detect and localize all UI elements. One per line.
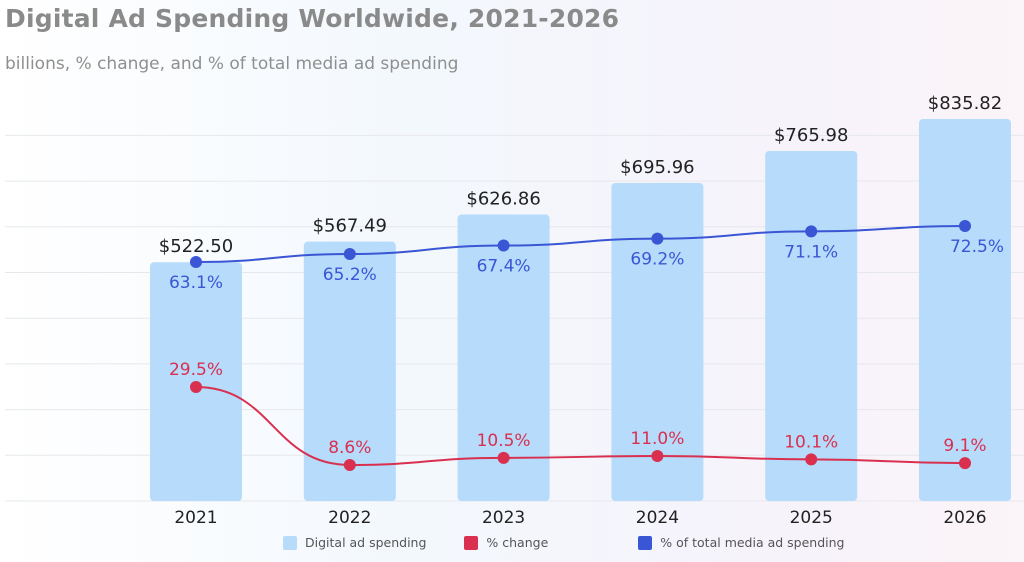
data-point (190, 256, 202, 268)
legend-label: Digital ad spending (305, 535, 427, 550)
bar (303, 241, 396, 501)
bar-label: $695.96 (620, 157, 694, 178)
data-label: 29.5% (169, 360, 223, 380)
bar (457, 214, 550, 502)
data-point (651, 450, 664, 463)
data-point (497, 239, 510, 252)
bar-label: $522.50 (159, 236, 233, 257)
legend: Digital ad spending % change % of total … (283, 535, 883, 550)
legend-label: % of total media ad spending (660, 535, 845, 550)
bar-label: $567.49 (313, 216, 387, 237)
legend-label: % change (486, 535, 549, 550)
legend-item-spending: Digital ad spending (283, 535, 426, 550)
data-label: 11.0% (630, 429, 684, 449)
data-label: 71.1% (784, 242, 838, 262)
data-point (959, 219, 971, 232)
x-tick-label: 2024 (636, 508, 679, 528)
legend-swatch (283, 535, 297, 550)
bar (765, 150, 858, 501)
data-label: 69.2% (630, 250, 684, 270)
chart-subtitle: billions, % change, and % of total media… (5, 54, 459, 74)
legend-swatch (638, 535, 653, 550)
bar (611, 182, 704, 501)
data-point (805, 225, 818, 238)
bar-label: $765.98 (774, 125, 848, 146)
data-label: 72.5% (950, 237, 1004, 257)
data-label: 67.4% (477, 257, 531, 277)
legend-item-change: % change (464, 535, 548, 550)
data-point (805, 453, 818, 466)
chart-title: Digital Ad Spending Worldwide, 2021-2026 (5, 4, 620, 33)
data-label: 10.1% (784, 432, 838, 452)
series-line (195, 386, 966, 466)
data-label: 10.5% (477, 431, 531, 451)
data-label: 65.2% (323, 265, 377, 285)
x-tick-label: 2023 (482, 508, 525, 528)
x-tick-label: 2026 (943, 508, 986, 528)
data-point (497, 451, 510, 464)
data-label: 9.1% (943, 436, 986, 456)
series-line (195, 224, 966, 263)
data-point (190, 381, 202, 393)
data-point (343, 247, 356, 260)
data-point (959, 457, 971, 470)
legend-item-share: % of total media ad spending (638, 535, 845, 550)
data-label: 63.1% (169, 273, 223, 293)
bar (919, 119, 1011, 501)
data-point (651, 232, 664, 245)
data-point (343, 458, 356, 471)
data-label: 8.6% (328, 438, 371, 458)
bar-label: $626.86 (466, 189, 540, 210)
x-tick-label: 2025 (790, 508, 833, 528)
bar-label: $835.82 (928, 93, 1002, 114)
x-tick-label: 2022 (328, 508, 371, 528)
x-tick-label: 2021 (174, 508, 217, 528)
legend-swatch (464, 535, 479, 550)
